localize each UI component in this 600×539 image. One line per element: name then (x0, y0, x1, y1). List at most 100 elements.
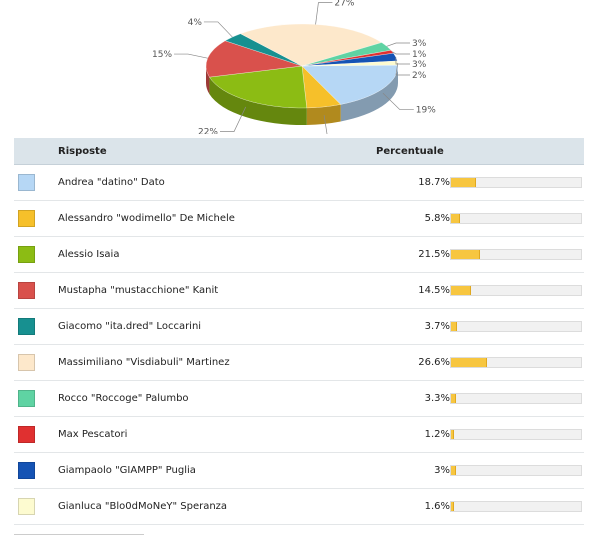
answer-percent: 14.5% (376, 272, 450, 309)
percent-bar (450, 429, 582, 440)
color-swatch (18, 246, 35, 263)
percent-bar-fill (451, 466, 456, 475)
table-row: Rocco "Roccoge" Palumbo 3.3% (14, 380, 584, 417)
header-swatch-cell (14, 138, 58, 165)
answer-name: Giampaolo "GIAMPP" Puglia (58, 452, 376, 489)
percent-bar (450, 501, 582, 512)
footer-divider (14, 534, 144, 539)
answer-percent: 3.7% (376, 308, 450, 345)
percent-bar-cell (450, 344, 584, 381)
table-row: Alessio Isaia 21.5% (14, 236, 584, 273)
table-row: Mustapha "mustacchione" Kanit 14.5% (14, 272, 584, 309)
pie-leader-line (382, 92, 414, 110)
percent-bar-fill (451, 286, 471, 295)
pie-chart-svg: 19%6%22%15%4%27%3%1%3%2% (152, 0, 436, 134)
percent-bar (450, 321, 582, 332)
pie-slice-side (306, 104, 341, 125)
answer-percent: 1.6% (376, 488, 450, 525)
table-row: Max Pescatori 1.2% (14, 416, 584, 453)
pie-label: 2% (412, 71, 427, 81)
color-swatch (18, 354, 35, 371)
percent-bar (450, 213, 582, 224)
pie-slice-side (209, 77, 307, 126)
results-table: Risposte Percentuale Andrea "datino" Dat… (14, 138, 584, 525)
answer-name: Alessio Isaia (58, 236, 376, 273)
header-percent: Percentuale (376, 138, 450, 165)
percent-bar-fill (451, 214, 460, 223)
percent-bar-cell (450, 200, 584, 237)
color-swatch-cell (14, 416, 58, 453)
percent-bar-fill (451, 250, 480, 259)
color-swatch-cell (14, 452, 58, 489)
pie-chart: 19%6%22%15%4%27%3%1%3%2% (0, 0, 600, 134)
percent-bar (450, 465, 582, 476)
percent-bar-fill (451, 178, 477, 187)
pie-label: 22% (198, 128, 218, 134)
answer-name: Mustapha "mustacchione" Kanit (58, 272, 376, 309)
pie-leader-line (392, 51, 410, 55)
color-swatch-cell (14, 272, 58, 309)
percent-bar (450, 177, 582, 188)
answer-percent: 21.5% (376, 236, 450, 273)
answer-name: Massimiliano "Visdiabuli" Martinez (58, 344, 376, 381)
pie-slice (301, 64, 399, 105)
answer-percent: 18.7% (376, 164, 450, 201)
color-swatch (18, 282, 35, 299)
color-swatch (18, 462, 35, 479)
pie-slice (209, 65, 308, 109)
percent-bar (450, 249, 582, 260)
color-swatch (18, 498, 35, 515)
pie-leader-line (220, 106, 247, 132)
table-row: Gianluca "Blo0dMoNeY" Speranza 1.6% (14, 488, 584, 525)
answer-percent: 5.8% (376, 200, 450, 237)
pie-label: 19% (416, 106, 436, 116)
answer-name: Alessandro "wodimello" De Michele (58, 200, 376, 237)
percent-bar (450, 357, 582, 368)
color-swatch-cell (14, 488, 58, 525)
percent-bar-fill (451, 502, 455, 511)
color-swatch (18, 426, 35, 443)
answer-name: Andrea "datino" Dato (58, 164, 376, 201)
percent-bar (450, 285, 582, 296)
color-swatch (18, 174, 35, 191)
header-bar-cell (450, 138, 584, 165)
percent-bar-fill (451, 430, 454, 439)
percent-bar-cell (450, 272, 584, 309)
pie-leader-line (174, 53, 208, 59)
pie-slice-side (340, 66, 398, 122)
answer-percent: 3.3% (376, 380, 450, 417)
color-swatch (18, 318, 35, 335)
table-row: Giampaolo "GIAMPP" Puglia 3% (14, 452, 584, 489)
percent-bar-cell (450, 380, 584, 417)
pie-label: 4% (188, 18, 203, 28)
percent-bar-cell (450, 452, 584, 489)
table-row: Giacomo "ita.dred" Loccarini 3.7% (14, 308, 584, 345)
percent-bar-fill (451, 394, 457, 403)
color-swatch-cell (14, 308, 58, 345)
percent-bar-cell (450, 236, 584, 273)
pie-leader-line (395, 62, 410, 76)
percent-bar (450, 393, 582, 404)
pie-label: 1% (412, 50, 427, 60)
pie-label: 3% (412, 39, 427, 49)
color-swatch-cell (14, 236, 58, 273)
pie-leader-line (395, 57, 410, 65)
color-swatch-cell (14, 200, 58, 237)
color-swatch-cell (14, 164, 58, 201)
percent-bar-cell (450, 164, 584, 201)
pie-slice-side (206, 66, 210, 95)
pie-leader-line (386, 42, 410, 47)
pie-slice (205, 40, 303, 78)
table-row: Massimiliano "Visdiabuli" Martinez 26.6% (14, 344, 584, 381)
answer-name: Rocco "Roccoge" Palumbo (58, 380, 376, 417)
answer-name: Gianluca "Blo0dMoNeY" Speranza (58, 488, 376, 525)
answer-name: Max Pescatori (58, 416, 376, 453)
answer-percent: 26.6% (376, 344, 450, 381)
pie-label: 15% (152, 50, 172, 60)
percent-bar-fill (451, 322, 457, 331)
answer-percent: 3% (376, 452, 450, 489)
table-header-row: Risposte Percentuale (14, 138, 584, 165)
pie-leader-line (203, 21, 233, 38)
header-answers: Risposte (58, 138, 376, 165)
table-row: Alessandro "wodimello" De Michele 5.8% (14, 200, 584, 237)
